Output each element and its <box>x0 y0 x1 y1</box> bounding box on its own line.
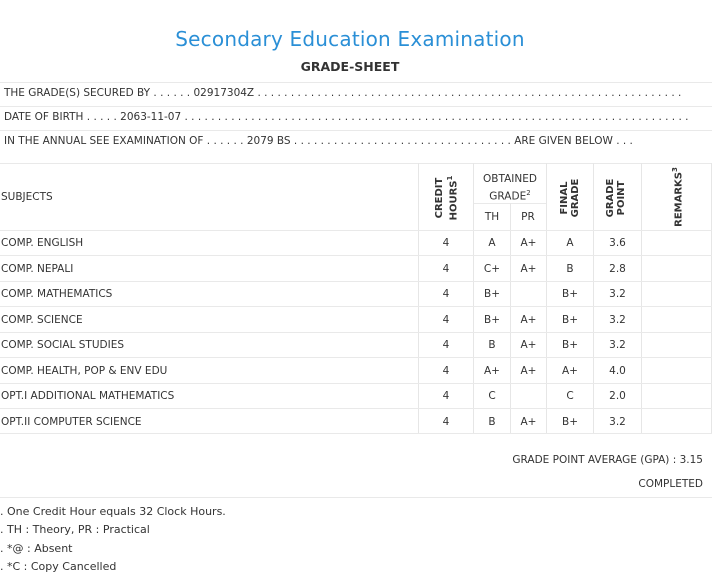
gpa-summary: GRADE POINT AVERAGE (GPA) : 3.15 <box>512 454 703 466</box>
subject-name: COMP. SOCIAL STUDIES <box>1 339 125 351</box>
divider <box>0 383 712 384</box>
final-grade: B+ <box>561 288 578 300</box>
grade-point: 2.0 <box>609 390 626 402</box>
divider <box>0 408 712 409</box>
final-grade: A <box>566 237 574 249</box>
theory-grade: A <box>488 237 496 249</box>
practical-grade: A+ <box>520 314 537 326</box>
footnote-marker: 2 <box>526 189 531 197</box>
theory-grade: B+ <box>483 288 500 300</box>
final-grade: B+ <box>561 416 578 428</box>
practical-grade: A+ <box>520 339 537 351</box>
practical-grade: A+ <box>520 416 537 428</box>
credit-header-line1: CREDIT <box>434 177 445 219</box>
subject-name: COMP. HEALTH, POP & ENV EDU <box>1 365 168 377</box>
divider <box>0 281 712 282</box>
divider <box>0 82 712 83</box>
practical-grade: A+ <box>520 365 537 377</box>
grade-point: 3.2 <box>609 339 626 351</box>
remarks-header-label: REMARKS <box>673 172 685 227</box>
credit-hours: 4 <box>442 263 450 275</box>
divider <box>0 357 712 358</box>
dob-line: DATE OF BIRTH . . . . . 2063-11-07 . . .… <box>4 111 689 123</box>
column-divider <box>418 163 419 433</box>
obtained-header-line1: OBTAINED <box>483 173 537 185</box>
divider <box>0 306 712 307</box>
final-header-line1: FINAL <box>559 181 570 215</box>
page-title: Secondary Education Examination <box>175 27 525 51</box>
theory-grade: B <box>488 416 496 428</box>
obtained-header-line2: GRADE <box>489 190 527 203</box>
credit-hours: 4 <box>442 416 450 428</box>
result-status: COMPLETED <box>638 478 703 490</box>
final-grade: B <box>566 263 574 275</box>
final-grade: A+ <box>562 365 578 377</box>
theory-grade: C+ <box>483 263 501 275</box>
divider <box>0 230 712 231</box>
subjects-header: SUBJECTS <box>1 191 53 203</box>
subject-name: OPT.I ADDITIONAL MATHEMATICS <box>1 390 175 402</box>
credit-hours: 4 <box>442 390 450 402</box>
final-grade: B+ <box>561 314 578 326</box>
column-divider <box>546 163 547 433</box>
divider <box>0 433 712 434</box>
th-header: TH <box>484 211 500 223</box>
grade-point: 3.2 <box>609 314 626 326</box>
divider <box>0 163 712 164</box>
final-header-line2: GRADE <box>570 178 581 218</box>
subject-name: COMP. MATHEMATICS <box>1 288 113 300</box>
final-grade: C <box>566 390 574 402</box>
subject-name: OPT.II COMPUTER SCIENCE <box>1 416 142 428</box>
grade-point: 3.6 <box>609 237 626 249</box>
theory-grade: B+ <box>483 314 500 326</box>
theory-grade: C <box>488 390 496 402</box>
column-divider <box>641 163 642 433</box>
practical-grade: A+ <box>520 237 537 249</box>
subject-name: COMP. NEPALI <box>1 263 74 275</box>
credit-hours: 4 <box>442 288 450 300</box>
grade-point: 4.0 <box>609 365 626 377</box>
exam-line: IN THE ANNUAL SEE EXAMINATION OF . . . .… <box>4 135 633 147</box>
secured-by-line: THE GRADE(S) SECURED BY . . . . . . 0291… <box>4 87 682 99</box>
remarks-header: REMARKS3 <box>670 166 684 228</box>
credit-hours: 4 <box>442 365 450 377</box>
gp-header-line2: POINT <box>616 180 627 216</box>
subject-name: COMP. ENGLISH <box>1 237 84 249</box>
divider <box>0 332 712 333</box>
grade-point: 2.8 <box>609 263 626 275</box>
theory-grade: A+ <box>484 365 500 377</box>
column-divider <box>473 163 474 433</box>
footnote: . *@ : Absent <box>0 542 73 555</box>
divider <box>0 255 712 256</box>
pr-header: PR <box>521 211 535 223</box>
credit-hours: 4 <box>442 237 450 249</box>
divider <box>0 106 712 107</box>
divider <box>0 130 712 131</box>
subject-name: COMP. SCIENCE <box>1 314 83 326</box>
theory-grade: B <box>488 339 496 351</box>
divider <box>0 497 712 498</box>
footnote: . One Credit Hour equals 32 Clock Hours. <box>0 505 226 518</box>
column-divider <box>593 163 594 433</box>
final-grade: B+ <box>561 339 578 351</box>
credit-hours: 4 <box>442 339 450 351</box>
credit-hours: 4 <box>442 314 450 326</box>
footnote: . *C : Copy Cancelled <box>0 560 117 573</box>
grade-point: 3.2 <box>609 416 626 428</box>
footnote-marker: 1 <box>446 175 454 181</box>
final-grade-header: FINAL GRADE <box>559 173 583 223</box>
practical-grade: A+ <box>520 263 537 275</box>
gp-header-line1: GRADE <box>605 178 616 218</box>
grade-point: 3.2 <box>609 288 626 300</box>
credit-hours-header: CREDIT HOURS1 <box>434 173 460 223</box>
grade-point-header: GRADE POINT <box>605 173 629 223</box>
column-divider <box>510 203 511 433</box>
obtained-grade-header: OBTAINED GRADE2 <box>476 172 544 204</box>
page-subtitle: GRADE-SHEET <box>300 59 400 74</box>
footnote-marker: 3 <box>671 167 679 172</box>
column-divider <box>711 163 712 433</box>
credit-header-line2: HOURS <box>448 180 460 221</box>
footnote: . TH : Theory, PR : Practical <box>0 523 150 536</box>
